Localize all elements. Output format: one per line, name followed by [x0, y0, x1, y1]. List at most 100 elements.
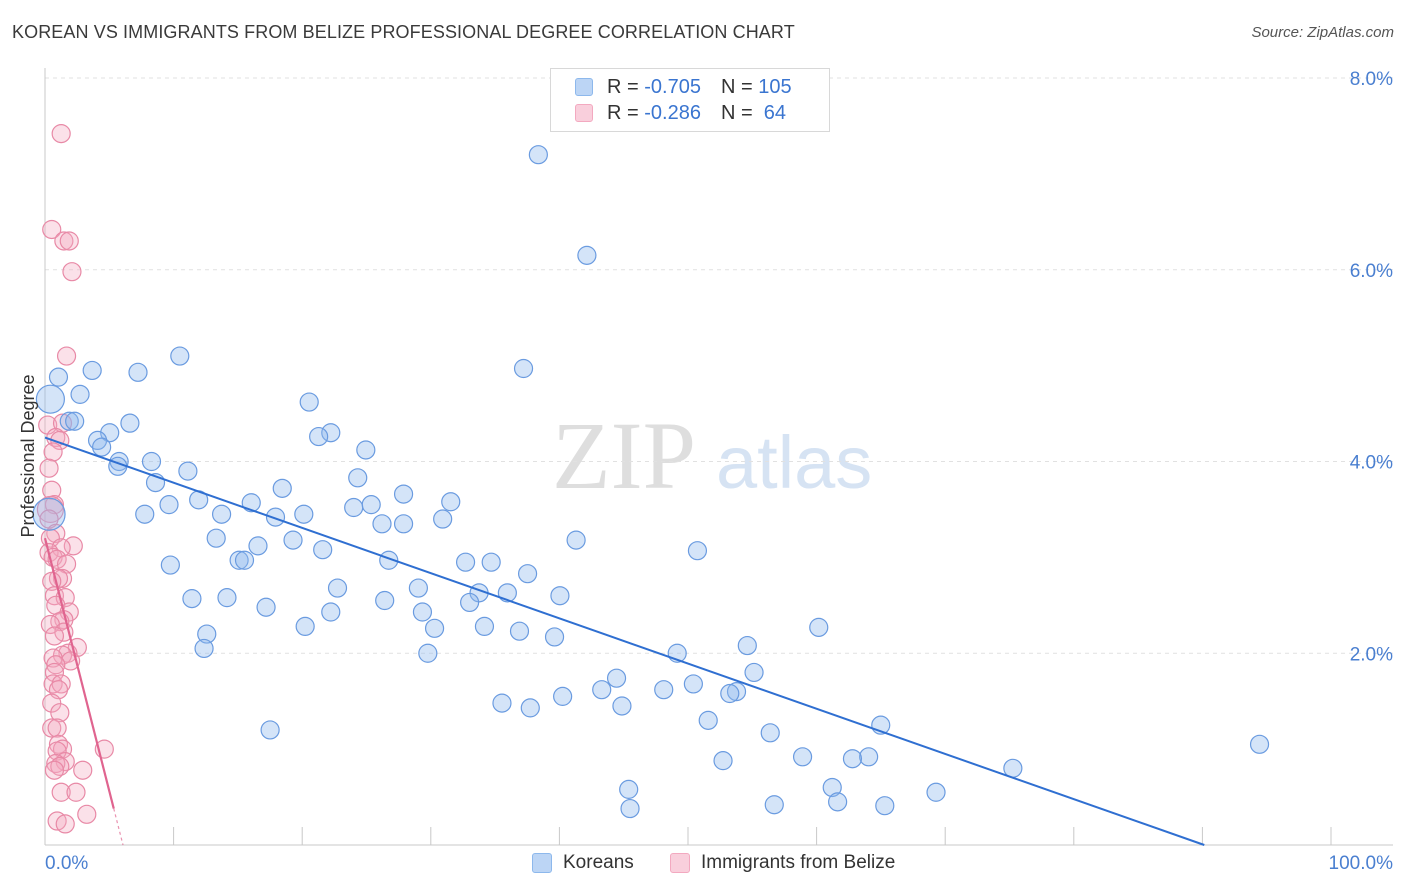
- korean-point: [408, 578, 428, 598]
- belize-point: [47, 718, 67, 738]
- korean-point: [375, 590, 395, 611]
- korean-point: [433, 509, 453, 529]
- belize-point: [43, 674, 63, 694]
- belize-point: [46, 655, 66, 675]
- watermark: ZIP atlas: [552, 402, 872, 509]
- korean-point: [59, 411, 79, 431]
- korean-point: [197, 624, 217, 644]
- korean-point: [726, 681, 747, 702]
- koreans-trend-line: [44, 436, 1205, 846]
- korean-point: [265, 507, 286, 527]
- belize-points: [36, 124, 114, 834]
- korean-point: [424, 618, 445, 638]
- korean-point: [35, 384, 65, 414]
- belize-point: [42, 480, 62, 500]
- korean-point: [294, 504, 314, 524]
- belize-point: [54, 231, 74, 251]
- korean-point: [412, 602, 433, 622]
- korean-point: [713, 751, 733, 771]
- korean-point: [441, 492, 461, 512]
- chart-source: Source: ZipAtlas.com: [1251, 24, 1394, 41]
- korean-point: [295, 616, 315, 637]
- grid: [45, 77, 1393, 654]
- bottom-legend-koreans: Koreans: [532, 852, 634, 874]
- korean-point: [492, 693, 512, 713]
- korean-point: [792, 747, 813, 767]
- legend-row-belize: R = -0.286 N = 64: [575, 100, 786, 126]
- belize-point: [51, 782, 71, 802]
- belize-point: [66, 782, 86, 802]
- korean-point: [100, 423, 120, 443]
- x-tick-label-min: 0.0%: [45, 853, 88, 874]
- trend-lines: [43, 436, 1205, 846]
- legend-n-label: N =: [720, 75, 759, 98]
- korean-point: [241, 493, 261, 513]
- korean-point: [194, 638, 214, 659]
- korean-point: [418, 643, 438, 663]
- belize-point: [50, 703, 70, 723]
- belize-trend-extension: [113, 808, 124, 846]
- korean-point: [828, 792, 848, 812]
- korean-point: [309, 426, 329, 447]
- legend-r-value: -0.286: [644, 101, 701, 124]
- belize-point: [43, 442, 63, 462]
- korean-point: [544, 627, 565, 647]
- korean-point: [509, 621, 530, 641]
- korean-point: [229, 550, 249, 570]
- korean-point: [520, 698, 540, 718]
- belize-point: [55, 814, 75, 834]
- legend-r-label: R =: [607, 75, 645, 98]
- y-tick-label: 4.0%: [1350, 453, 1393, 474]
- korean-point: [566, 530, 586, 550]
- korean-point: [393, 514, 414, 534]
- korean-point: [1249, 734, 1270, 754]
- belize-point: [44, 626, 65, 646]
- korean-point: [577, 245, 597, 265]
- korean-point: [737, 635, 757, 656]
- korean-point: [159, 495, 179, 515]
- korean-point: [875, 796, 895, 816]
- korean-point: [321, 602, 341, 622]
- korean-point: [481, 552, 501, 572]
- korean-point: [348, 468, 368, 488]
- belize-point: [59, 231, 79, 251]
- korean-point: [260, 720, 280, 740]
- korean-point: [70, 384, 90, 404]
- korean-point: [321, 423, 341, 443]
- korean-point: [619, 779, 639, 799]
- korean-point: [687, 541, 708, 561]
- legend-n-value: 64: [758, 101, 787, 124]
- korean-point: [160, 555, 180, 575]
- y-tick-label: 2.0%: [1350, 644, 1393, 665]
- korean-point: [606, 668, 627, 688]
- bottom-legend-swatch-belize: [670, 853, 690, 873]
- korean-point: [120, 413, 140, 433]
- belize-point: [56, 346, 77, 366]
- korean-point: [926, 782, 946, 802]
- korean-point: [553, 686, 573, 706]
- belize-point: [39, 458, 59, 478]
- korean-point: [65, 411, 85, 431]
- belize-trend-line: [43, 537, 115, 809]
- korean-point: [393, 484, 414, 504]
- korean-point: [344, 497, 364, 518]
- korean-point: [178, 461, 198, 481]
- y-tick-label: 8.0%: [1350, 69, 1393, 90]
- legend-swatch-belize: [575, 104, 593, 122]
- korean-point: [256, 597, 276, 617]
- belize-point: [77, 804, 97, 824]
- korean-point: [170, 346, 190, 366]
- korean-point: [272, 478, 292, 498]
- korean-point: [592, 680, 612, 700]
- belize-point: [42, 693, 62, 713]
- korean-point: [517, 564, 538, 584]
- korean-point: [248, 536, 268, 556]
- korean-point: [455, 552, 476, 572]
- legend-swatch-koreans: [575, 78, 593, 96]
- korean-point: [497, 583, 517, 603]
- y-tick-label: 6.0%: [1350, 261, 1393, 282]
- legend: R = -0.705 N = 105 R = -0.286 N = 64: [550, 68, 830, 132]
- korean-point: [720, 683, 740, 704]
- korean-point: [620, 798, 640, 819]
- korean-point: [822, 777, 842, 798]
